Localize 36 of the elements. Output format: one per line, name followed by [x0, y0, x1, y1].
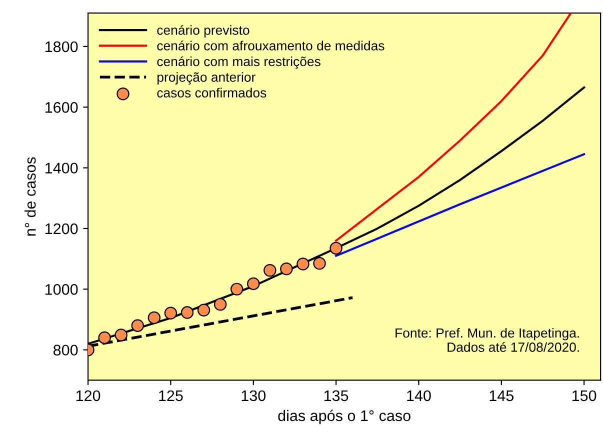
- legend-label: cenário previsto: [157, 24, 250, 38]
- x-tick-label: 135: [324, 390, 348, 402]
- annotation: Fonte: Pref. Mun. de Itapetinga. Dados até 17/08/2020.: [396, 328, 579, 352]
- point: [296, 258, 310, 270]
- point: [330, 242, 342, 255]
- point: [264, 264, 276, 277]
- point: [280, 262, 293, 276]
- x-tick-label: 140: [407, 390, 431, 402]
- x-tick-label: 150: [572, 390, 596, 402]
- point: [247, 277, 260, 290]
- y-tick-label: 1800: [45, 41, 78, 52]
- point: [197, 304, 210, 316]
- y-tick-label: 1200: [45, 223, 78, 234]
- y-tick-label: 1600: [45, 102, 78, 113]
- point: [148, 311, 161, 324]
- y-tick-label: 1400: [45, 162, 78, 174]
- x-tick-label: 130: [242, 390, 266, 402]
- point: [180, 306, 194, 319]
- point: [214, 298, 227, 311]
- point: [313, 257, 326, 270]
- point: [164, 306, 178, 320]
- legend-label: cenário com mais restrições: [157, 56, 320, 69]
- point: [114, 328, 128, 342]
- x-tick-label: 120: [76, 390, 100, 402]
- x-axis-title: dias após o 1° caso: [278, 410, 410, 424]
- point: [230, 282, 244, 296]
- legend-label: projeção anterior: [158, 72, 256, 85]
- legend-label: casos confirmados: [157, 88, 266, 98]
- y-axis-title: n° de casos: [24, 157, 36, 236]
- y-tick-label: 1000: [45, 284, 78, 295]
- point: [131, 319, 144, 332]
- point: [98, 331, 111, 344]
- y-tick-label: 800: [53, 344, 78, 356]
- legend-label: cenário com afrouxamento de medidas: [157, 40, 384, 50]
- x-tick-label: 125: [159, 390, 183, 402]
- x-tick-label: 145: [490, 390, 514, 402]
